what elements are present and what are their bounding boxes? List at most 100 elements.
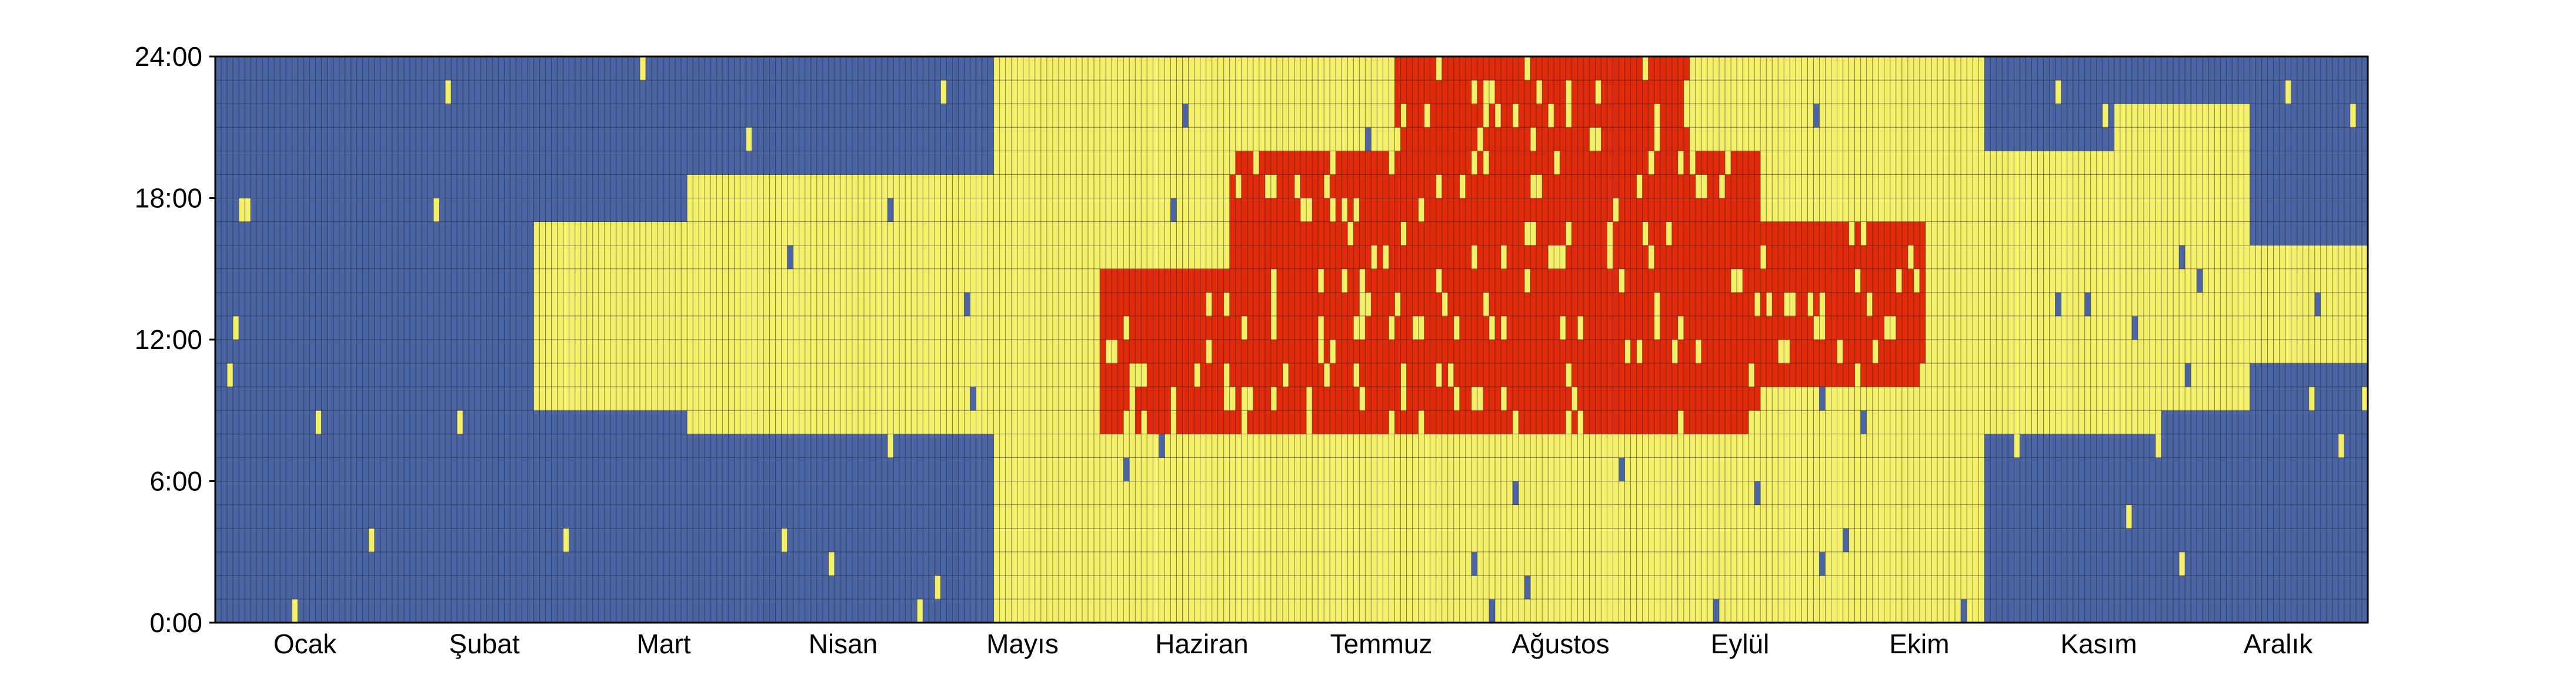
heatmap-cell	[321, 127, 328, 151]
heatmap-cell	[339, 387, 346, 411]
heatmap-cell	[787, 80, 794, 104]
heatmap-cell	[1383, 292, 1389, 317]
heatmap-cell	[286, 504, 292, 529]
heatmap-cell	[1253, 245, 1260, 270]
heatmap-cell	[763, 268, 770, 293]
heatmap-cell	[398, 127, 405, 151]
heatmap-cell	[1164, 340, 1171, 364]
heatmap-cell	[887, 315, 894, 340]
heatmap-cell	[1306, 481, 1313, 505]
heatmap-cell	[693, 198, 699, 222]
heatmap-cell	[775, 221, 782, 246]
heatmap-cell	[1270, 151, 1277, 175]
heatmap-cell	[970, 292, 976, 317]
heatmap-cell	[1005, 127, 1012, 151]
heatmap-cell	[769, 292, 776, 317]
heatmap-cell	[1117, 151, 1124, 175]
heatmap-cell	[893, 481, 900, 505]
heatmap-cell	[251, 56, 257, 81]
heatmap-cell	[492, 434, 499, 458]
heatmap-cell	[740, 410, 746, 434]
heatmap-cell	[1106, 174, 1112, 198]
heatmap-cell	[793, 410, 800, 434]
heatmap-cell	[451, 174, 458, 198]
heatmap-cell	[970, 174, 976, 198]
heatmap-cell	[722, 292, 729, 317]
heatmap-cell	[528, 410, 534, 434]
heatmap-cell	[1235, 481, 1242, 505]
heatmap-cell	[946, 599, 953, 623]
heatmap-cell	[1082, 315, 1089, 340]
heatmap-cell	[251, 504, 257, 529]
heatmap-cell	[1259, 245, 1266, 270]
heatmap-cell	[1170, 151, 1177, 175]
heatmap-cell	[1094, 434, 1100, 458]
heatmap-cell	[870, 56, 876, 81]
heatmap-cell	[816, 434, 823, 458]
heatmap-cell	[457, 315, 463, 340]
heatmap-cell	[551, 198, 558, 222]
heatmap-cell	[239, 174, 245, 198]
heatmap-cell	[386, 174, 393, 198]
heatmap-cell	[1436, 221, 1443, 246]
heatmap-cell	[1011, 457, 1018, 481]
heatmap-cell	[1371, 481, 1377, 505]
heatmap-cell	[1035, 410, 1042, 434]
heatmap-cell	[1153, 56, 1159, 81]
heatmap-cell	[758, 174, 764, 198]
heatmap-cell	[1300, 268, 1307, 293]
heatmap-cell	[958, 221, 965, 246]
heatmap-cell	[580, 434, 588, 458]
heatmap-cell	[1294, 599, 1301, 623]
heatmap-cell	[362, 174, 369, 198]
heatmap-cell	[857, 410, 865, 434]
heatmap-cell	[1306, 410, 1313, 434]
heatmap-cell	[1011, 268, 1018, 293]
heatmap-cell	[1023, 56, 1030, 81]
heatmap-cell	[498, 528, 505, 553]
heatmap-cell	[427, 292, 434, 317]
heatmap-cell	[1394, 198, 1401, 222]
heatmap-cell	[1011, 198, 1018, 222]
heatmap-cell	[239, 528, 245, 553]
heatmap-cell	[1288, 174, 1295, 198]
heatmap-cell	[256, 528, 263, 553]
heatmap-cell	[227, 245, 233, 270]
heatmap-cell	[857, 434, 865, 458]
heatmap-cell	[646, 245, 652, 270]
heatmap-cell	[882, 528, 888, 553]
heatmap-cell	[221, 457, 228, 481]
heatmap-cell	[893, 104, 900, 128]
heatmap-cell	[929, 221, 935, 246]
heatmap-cell	[592, 268, 599, 293]
heatmap-cell	[893, 174, 900, 198]
heatmap-cell	[1253, 127, 1260, 151]
heatmap-cell	[1235, 315, 1242, 340]
heatmap-cell	[592, 481, 599, 505]
heatmap-cell	[999, 457, 1006, 481]
heatmap-cell	[805, 315, 812, 340]
heatmap-cell	[557, 104, 564, 128]
heatmap-cell	[775, 340, 782, 364]
heatmap-cell	[262, 410, 269, 434]
heatmap-cell	[917, 292, 923, 317]
heatmap-cell	[457, 481, 463, 505]
heatmap-cell	[652, 481, 658, 505]
heatmap-cell	[923, 198, 929, 222]
heatmap-cell	[740, 504, 746, 529]
heatmap-cell	[439, 315, 446, 340]
heatmap-cell	[333, 575, 339, 600]
heatmap-cell	[380, 599, 387, 623]
heatmap-cell	[1005, 268, 1012, 293]
heatmap-cell	[1353, 151, 1360, 175]
heatmap-cell	[616, 504, 623, 529]
heatmap-cell	[469, 198, 475, 222]
heatmap-cell	[810, 292, 817, 317]
heatmap-cell	[1383, 363, 1389, 387]
heatmap-cell	[1347, 363, 1354, 387]
heatmap-cell	[1394, 104, 1401, 128]
heatmap-cell	[628, 504, 635, 529]
heatmap-cell	[309, 528, 316, 553]
heatmap-cell	[580, 56, 588, 81]
heatmap-cell	[386, 575, 393, 600]
